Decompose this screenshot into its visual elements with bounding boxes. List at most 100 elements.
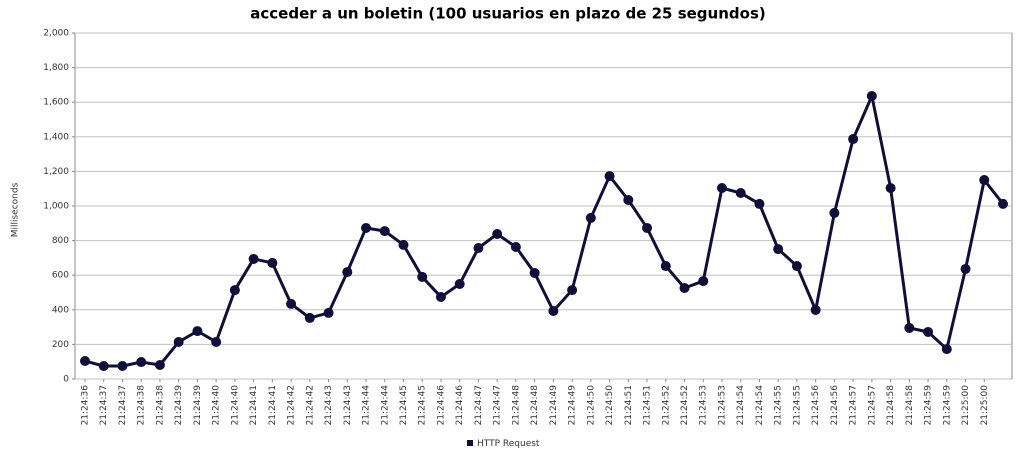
- x-tick-label: 21:24:55: [774, 385, 784, 425]
- x-tick-label: 21:24:44: [362, 385, 372, 426]
- x-tick-label: 21:24:37: [118, 385, 128, 425]
- point: [698, 276, 709, 287]
- x-tick-label: 21:24:42: [305, 385, 315, 425]
- x-tick-label: 21:24:48: [530, 385, 540, 426]
- y-axis-label: Milliseconds: [11, 182, 21, 237]
- point: [941, 344, 952, 355]
- y-tick-label: 1,800: [43, 63, 69, 73]
- x-tick-label: 21:24:40: [230, 385, 240, 426]
- point: [435, 291, 446, 302]
- line: [84, 91, 1005, 368]
- x-tick-label: 21:24:46: [455, 385, 465, 426]
- x-tick-label: 21:24:52: [661, 385, 671, 425]
- point: [510, 242, 521, 253]
- point: [342, 267, 353, 278]
- point: [398, 239, 409, 250]
- x-tick-label: 21:24:50: [605, 385, 615, 426]
- point: [623, 194, 634, 205]
- point: [454, 279, 465, 290]
- point: [773, 244, 784, 255]
- x-tick-label: 21:24:46: [436, 385, 446, 426]
- point: [642, 222, 653, 233]
- point: [979, 175, 990, 186]
- x-tick-label: 21:24:51: [624, 385, 634, 425]
- point: [304, 312, 315, 323]
- y-tick-label: 400: [52, 305, 69, 315]
- point: [791, 261, 802, 272]
- point: [679, 283, 690, 294]
- point: [660, 261, 671, 272]
- point: [267, 257, 278, 268]
- y-tick-label: 1,400: [43, 132, 69, 142]
- x-tick-label: 21:24:51: [643, 385, 653, 425]
- y-tick-label: 800: [52, 236, 69, 246]
- x-tick-label: 21:24:59: [924, 385, 934, 426]
- x-tick-label: 21:24:53: [699, 385, 709, 425]
- point: [492, 229, 503, 240]
- point: [98, 361, 109, 372]
- y-tick-label: 0: [63, 375, 69, 385]
- point: [192, 326, 203, 337]
- point: [173, 336, 184, 347]
- point: [529, 267, 540, 278]
- x-tick-label: 21:25:00: [980, 385, 990, 426]
- point: [998, 198, 1008, 209]
- point: [80, 356, 90, 367]
- x-tick-label: 21:24:45: [399, 385, 409, 425]
- x-tick-label: 21:24:43: [324, 385, 334, 425]
- point: [473, 243, 484, 254]
- x-tick-label: 21:24:38: [155, 385, 165, 426]
- point: [810, 304, 821, 315]
- point: [716, 183, 727, 194]
- point: [117, 361, 128, 372]
- x-tick-label: 21:24:56: [830, 385, 840, 426]
- x-tick-label: 21:24:57: [849, 385, 859, 425]
- x-tick-label: 21:24:38: [137, 385, 147, 426]
- x-tick-label: 21:24:54: [736, 385, 746, 426]
- point: [229, 285, 240, 296]
- point: [379, 226, 390, 237]
- x-tick-label: 21:24:41: [268, 385, 278, 425]
- x-tick-label: 21:24:48: [511, 385, 521, 426]
- chart-title: acceder a un boletin (100 usuarios en pl…: [250, 5, 765, 23]
- x-tick-label: 21:24:39: [174, 385, 184, 426]
- point: [866, 90, 877, 101]
- point: [211, 336, 222, 347]
- x-tick-label: 21:24:49: [568, 385, 578, 426]
- x-tick-label: 21:24:54: [755, 385, 765, 426]
- x-tick-label: 21:24:57: [867, 385, 877, 425]
- point: [885, 183, 896, 194]
- x-tick-label: 21:24:40: [212, 385, 222, 426]
- point: [548, 306, 559, 317]
- x-tick-label: 21:24:42: [287, 385, 297, 425]
- y-tick-label: 1,000: [43, 202, 69, 212]
- point: [960, 263, 971, 274]
- y-tick-label: 1,200: [43, 167, 69, 177]
- point: [904, 322, 915, 333]
- x-tick-label: 21:24:50: [586, 385, 596, 426]
- x-tick-label: 21:24:56: [811, 385, 821, 426]
- point: [323, 307, 334, 318]
- y-tick-label: 1,600: [43, 98, 69, 108]
- x-tick-label: 21:24:44: [380, 385, 390, 426]
- point: [286, 298, 297, 309]
- x-tick-label: 21:24:52: [680, 385, 690, 425]
- x-tick-label: 21:24:36: [81, 385, 91, 426]
- point: [248, 253, 259, 264]
- y-tick-label: 2,000: [43, 29, 69, 39]
- x-tick-label: 21:24:58: [886, 385, 896, 426]
- point: [604, 171, 615, 182]
- point: [923, 326, 934, 337]
- legend-swatch: [467, 440, 473, 446]
- x-tick-label: 21:24:53: [717, 385, 727, 425]
- point: [754, 198, 765, 209]
- x-tick-label: 21:24:47: [474, 385, 484, 425]
- x-tick-label: 21:24:59: [942, 385, 952, 426]
- x-tick-label: 21:24:55: [792, 385, 802, 425]
- x-tick-label: 21:24:39: [193, 385, 203, 426]
- point: [361, 222, 372, 233]
- x-tick-label: 21:24:58: [905, 385, 915, 426]
- point: [829, 207, 840, 218]
- point: [567, 285, 578, 296]
